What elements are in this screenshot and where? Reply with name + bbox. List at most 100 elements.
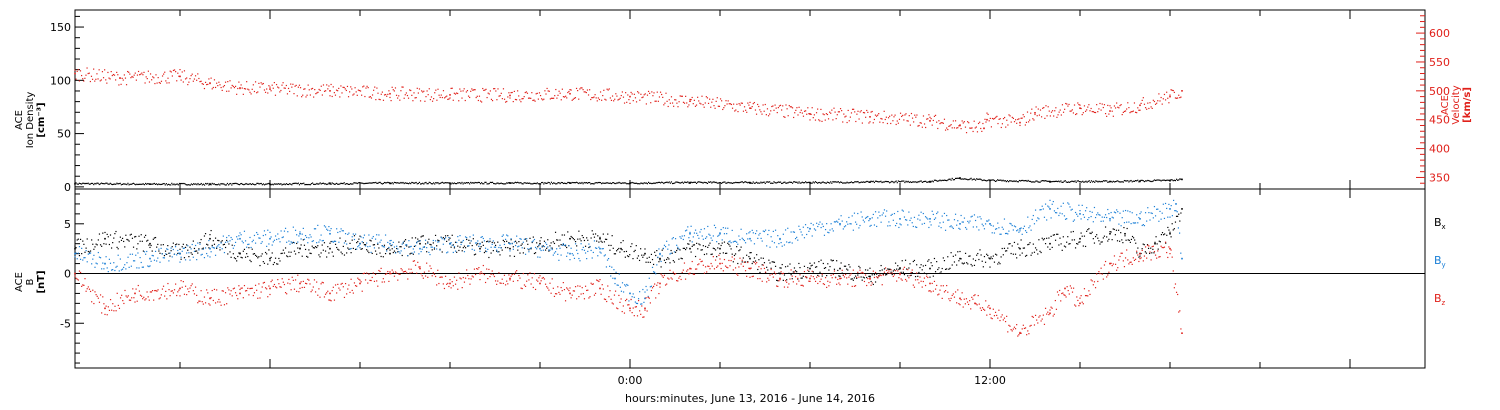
b-by-series-dot (1119, 212, 1121, 214)
b-by-series-dot (427, 242, 429, 244)
b-bx-series-dot (231, 244, 233, 246)
ion-density-series-dot (155, 183, 158, 185)
velocity-series-dot (704, 102, 706, 104)
b-by-series-point (1181, 257, 1183, 260)
velocity-series-dot (702, 104, 704, 106)
b-bz-series-dot (383, 281, 386, 283)
b-by-series (74, 199, 1183, 305)
velocity-series-dot (1108, 113, 1110, 115)
ion-density-series-dot (661, 181, 663, 183)
b-bx-series-dot (683, 247, 686, 249)
b-by-series-dot (1104, 214, 1107, 216)
b-bx-series-dot (284, 247, 287, 249)
ion-density-series-dot (767, 181, 770, 183)
b-bz-series-dot (693, 273, 696, 275)
b-bx-series-dot (551, 247, 553, 249)
ion-density-series-dot (936, 180, 938, 182)
ion-density-series-dot (762, 181, 764, 183)
b-by-series-dot (923, 222, 926, 225)
b-bx-series-dot (269, 260, 271, 262)
b-bx-series-dot (228, 243, 230, 245)
b-bx-series-dot (108, 243, 110, 246)
b-by-series-dot (1100, 220, 1102, 222)
b-by-series-dot (971, 215, 973, 217)
b-bz-series-dot (227, 287, 229, 289)
b-bx-series-dot (800, 277, 802, 279)
ion-density-series-dot (675, 181, 677, 183)
b-bx-series-dot (353, 235, 356, 237)
b-bx-series-dot (153, 237, 156, 239)
velocity-series-dot (1113, 105, 1116, 107)
b-by-series-dot (583, 249, 586, 251)
b-by-series-dot (1170, 205, 1172, 207)
b-by-series-dot (701, 235, 703, 237)
b-bx-series-dot (411, 237, 413, 239)
ion-density-series-dot (221, 183, 223, 185)
velocity-series-dot (940, 122, 942, 124)
velocity-series-dot (220, 86, 222, 89)
b-bz-series-dot (694, 268, 697, 270)
b-bx-series-dot (396, 247, 398, 250)
b-by-series-dot (1078, 204, 1080, 206)
b-bx-series-dot (977, 252, 979, 255)
b-by-series-dot (773, 242, 776, 244)
b-bz-series-dot (451, 281, 453, 283)
b-bx-series-dot (1057, 233, 1059, 235)
b-bz-series-dot (294, 279, 297, 281)
b-bz-series-dot (698, 263, 700, 265)
velocity-series-dot (874, 114, 877, 116)
ion-density-series-dot (880, 180, 882, 182)
velocity-series-dot (560, 99, 562, 101)
b-bx-series-dot (1010, 252, 1012, 255)
ion-density-series-dot (697, 181, 699, 183)
b-by-series-dot (730, 242, 732, 244)
b-by-series-dot (134, 260, 136, 262)
b-bz-series-dot (157, 289, 159, 291)
b-by-series-dot (590, 249, 592, 252)
ion-density-series-dot (856, 181, 858, 183)
b-by-series-dot (451, 244, 453, 246)
b-by-series-dot (270, 236, 272, 238)
velocity-series-dot (714, 107, 716, 109)
b-bx-series-dot (714, 249, 717, 251)
velocity-series-dot (499, 95, 501, 97)
b-by-series-dot (150, 260, 152, 262)
b-by-series-dot (428, 251, 430, 253)
ion-density-series-dot (772, 182, 774, 184)
b-bz-series-dot (199, 300, 201, 302)
ion-density-series-dot (382, 182, 385, 185)
velocity-series-dot (338, 87, 340, 90)
b-bx-series-dot (487, 240, 489, 242)
b-bz-series-dot (757, 278, 759, 280)
b-bz-series-dot (172, 292, 175, 294)
b-bz-series-dot (419, 266, 421, 268)
velocity-series-dot (928, 114, 930, 116)
b-bx-series-dot (747, 261, 749, 263)
b-bz-series-dot (498, 272, 500, 274)
b-bx-series-dot (1120, 232, 1122, 234)
b-by-series-dot (663, 244, 666, 246)
b-by-series-dot (834, 221, 837, 223)
velocity-series-dot (578, 98, 580, 100)
b-by-series-dot (310, 236, 312, 238)
b-bz-series-dot (85, 290, 87, 292)
b-bx-series-dot (693, 244, 696, 246)
ion-density-series-dot (1120, 181, 1122, 183)
b-bx-series-dot (460, 241, 462, 243)
velocity-series-dot (595, 97, 597, 99)
b-bx-series-dot (1047, 246, 1049, 248)
ion-density-series-dot (485, 181, 487, 183)
velocity-series-dot (798, 106, 800, 108)
b-by-series-dot (343, 242, 346, 244)
b-by-series-dot (747, 238, 749, 240)
velocity-series-dot (774, 104, 776, 106)
velocity-series-dot (1131, 110, 1133, 113)
b-by-series-point (269, 237, 271, 240)
b-bx-series-dot (1049, 248, 1051, 250)
b-bz-series-dot (238, 285, 240, 287)
ion-density-series-dot (902, 180, 904, 182)
velocity-series-dot (913, 121, 915, 123)
ion-density-series-dot (903, 180, 905, 182)
b-bz-series-dot (688, 273, 690, 275)
velocity-series-dot (410, 89, 412, 92)
